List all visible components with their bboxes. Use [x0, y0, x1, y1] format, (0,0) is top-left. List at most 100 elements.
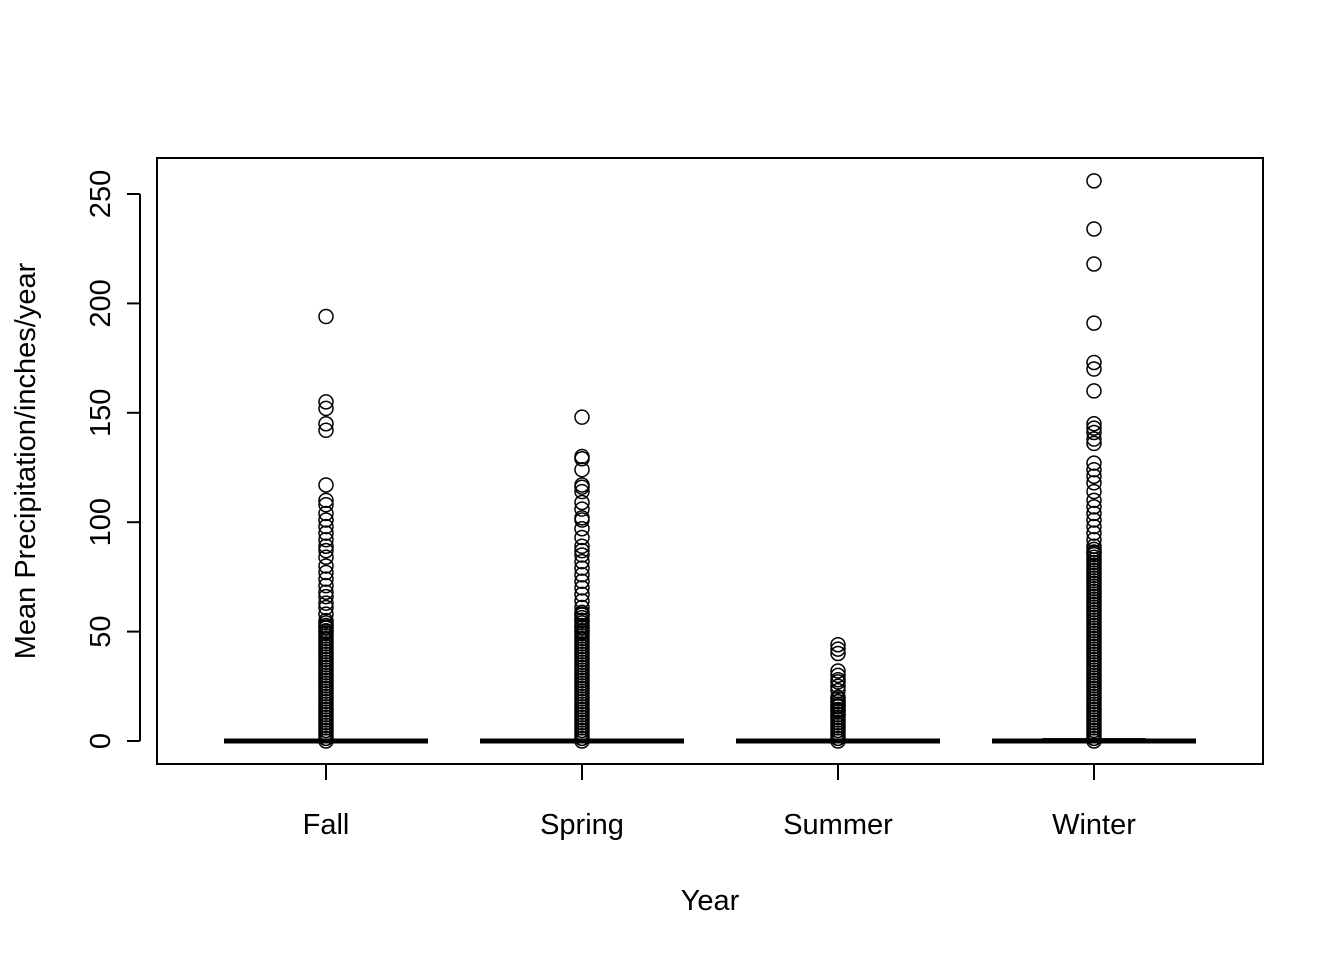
outlier-point: [318, 588, 334, 605]
y-tick-label: 50: [85, 615, 117, 647]
outlier-point: [1086, 435, 1102, 452]
outlier-point: [574, 461, 590, 478]
outlier-point: [1086, 221, 1102, 237]
outlier-point: [318, 599, 334, 616]
outlier-point: [1086, 461, 1102, 478]
outlier-point: [1086, 492, 1102, 509]
outlier-point: [1086, 518, 1102, 535]
outlier-point: [574, 619, 590, 635]
outlier-point: [1086, 173, 1102, 189]
outlier-point: [830, 663, 846, 679]
outlier-point: [318, 577, 334, 594]
box-fall: [224, 308, 428, 749]
outlier-point: [574, 580, 590, 596]
box-winter: [992, 173, 1196, 749]
outlier-point: [318, 619, 334, 635]
outlier-point: [318, 549, 334, 565]
y-tick-label: 150: [85, 389, 117, 437]
outlier-point: [1086, 468, 1102, 485]
outlier-point: [574, 538, 590, 555]
outlier-point: [574, 553, 590, 570]
outlier-point: [318, 518, 334, 535]
outlier-point: [1086, 256, 1102, 272]
outlier-point: [574, 606, 590, 622]
outlier-point: [318, 564, 334, 581]
y-tick-label: 250: [85, 170, 117, 218]
outlier-point: [1086, 361, 1102, 377]
outlier-point: [1086, 512, 1102, 528]
outlier-point: [830, 667, 846, 684]
x-tick-label: Summer: [783, 809, 893, 841]
outlier-point: [574, 542, 590, 559]
outlier-point: [830, 682, 846, 699]
outlier-point: [1086, 315, 1102, 331]
outlier-point: [574, 479, 590, 495]
outlier-point: [574, 512, 590, 528]
outlier-point: [574, 521, 590, 537]
outlier-point: [318, 422, 334, 439]
outlier-point: [318, 512, 334, 528]
outlier-point: [830, 678, 846, 695]
outlier-point: [318, 394, 334, 410]
outlier-point: [1086, 538, 1102, 555]
outlier-point: [1086, 505, 1102, 522]
outlier-point: [830, 689, 846, 705]
outlier-point: [574, 547, 590, 563]
outlier-point: [830, 702, 846, 719]
outlier-point: [318, 542, 334, 559]
y-axis: 0 50 100 150 200 250: [85, 170, 141, 749]
outlier-point: [574, 623, 590, 640]
outlier-point: [574, 409, 590, 425]
y-tick-label: 200: [85, 279, 117, 327]
outlier-point: [574, 599, 590, 616]
outlier-point: [318, 531, 334, 548]
y-tick-label: 0: [85, 733, 117, 749]
dense-outliers: [1086, 541, 1102, 749]
outlier-point: [1086, 424, 1102, 441]
x-axis-label: Year: [681, 885, 740, 917]
outlier-point: [318, 595, 334, 611]
outlier-point: [830, 698, 846, 714]
outlier-point: [318, 525, 334, 541]
outlier-point: [574, 494, 590, 511]
outlier-point: [830, 706, 846, 723]
outlier-point: [574, 450, 590, 467]
outlier-point: [1086, 531, 1102, 548]
outlier-point: [1086, 545, 1102, 561]
box-spring: [480, 409, 684, 749]
outlier-point: [318, 612, 334, 629]
outlier-point: [574, 483, 590, 500]
outlier-point: [830, 636, 846, 653]
outlier-point: [1086, 483, 1102, 500]
box-summer: [736, 636, 940, 749]
outlier-point: [318, 308, 334, 325]
outlier-point: [318, 571, 334, 587]
outlier-point: [574, 586, 590, 603]
outlier-point: [1086, 455, 1102, 471]
outlier-point: [1086, 415, 1102, 432]
y-axis-label: Mean Precipitation/inches/year: [10, 262, 42, 659]
outlier-point: [318, 584, 334, 600]
outlier-point: [830, 641, 846, 657]
outlier-point: [574, 612, 590, 629]
outlier-point: [318, 492, 334, 509]
dense-outliers: [318, 615, 334, 749]
y-tick-label: 100: [85, 498, 117, 546]
outlier-point: [1086, 431, 1102, 447]
outlier-point: [574, 501, 590, 517]
outlier-point: [574, 529, 590, 546]
outlier-point: [1086, 499, 1102, 515]
outlier-point: [318, 477, 334, 493]
outlier-point: [318, 538, 334, 555]
outlier-point: [318, 558, 334, 574]
outlier-point: [830, 674, 846, 690]
outlier-point: [1086, 354, 1102, 371]
outlier-point: [318, 623, 334, 640]
outlier-point: [574, 573, 590, 590]
outlier-point: [830, 693, 846, 710]
outlier-point: [574, 566, 590, 583]
x-tick-label: Winter: [1052, 809, 1136, 841]
outlier-point: [318, 496, 334, 513]
outlier-point: [1086, 525, 1102, 541]
outlier-point: [1086, 383, 1102, 399]
